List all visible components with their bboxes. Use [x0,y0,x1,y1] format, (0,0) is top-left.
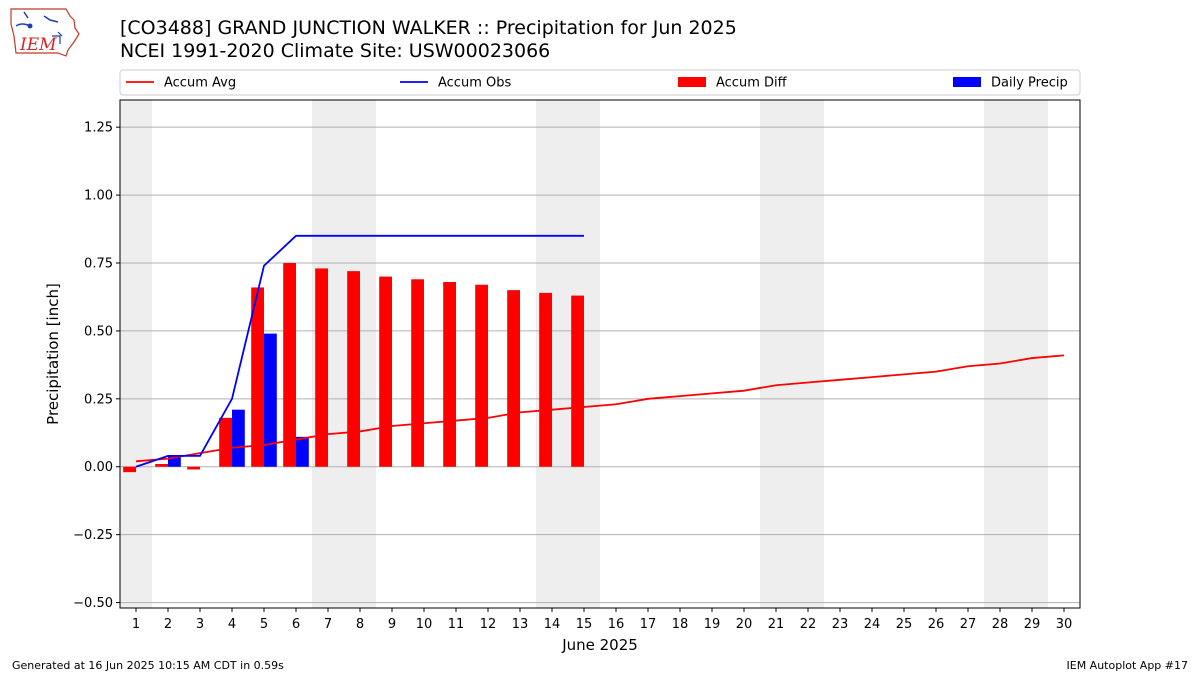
y-tick-label: −0.25 [73,528,113,543]
accum-diff-bar-9 [379,276,392,467]
daily-precip-bar-5 [264,333,277,467]
legend-label-daily-precip: Daily Precip [991,76,1068,91]
weekend-band-1 [120,100,152,608]
accum-diff-bar-7 [315,268,328,467]
daily-precip-bar-6 [296,436,309,467]
y-tick-label: −0.50 [73,596,113,611]
x-tick-label: 14 [544,617,561,632]
accum-diff-bar-8 [347,271,360,467]
y-axis-label: Precipitation [inch] [44,283,62,425]
x-tick-label: 29 [1024,617,1041,632]
legend-label-accum-diff: Accum Diff [716,76,788,91]
accum-diff-bar-11 [443,282,456,467]
legend: Accum Avg Accum Obs Accum Diff Daily Precip [119,69,1081,96]
x-axis-label: June 2025 [561,636,638,654]
y-tick-label: 0.00 [84,460,113,475]
accum-obs-line [135,234,584,468]
x-tick-label: 21 [768,617,785,632]
x-tick-label: 1 [132,617,140,632]
x-tick-label: 5 [260,617,268,632]
x-tick-label: 15 [576,617,593,632]
weekend-band-22 [792,100,824,608]
accum-avg-line [135,354,1065,463]
x-ticks: 1 2 3 4 5 6 7 8 9 10 11 12 13 14 15 16 17 18 19 20 21 22 23 24 2… [132,608,1072,632]
legend-label-accum-avg: Accum Avg [164,76,236,91]
accum-diff-bar-4 [219,417,232,467]
x-tick-label: 20 [736,617,753,632]
x-tick-label: 13 [512,617,529,632]
accum-diff-bar-1 [123,466,136,473]
accum-diff-bar-6 [283,262,296,467]
bars [123,262,584,473]
weekend-band-21 [760,100,792,608]
y-tick-label: 0.25 [84,392,113,407]
accum-diff-bar-3 [187,466,200,470]
x-tick-label: 25 [896,617,913,632]
x-tick-label: 17 [640,617,657,632]
x-tick-label: 16 [608,617,625,632]
accum-diff-bar-15 [571,295,584,467]
y-tick-label: 0.50 [84,324,113,339]
plot-frame [119,99,1081,609]
x-tick-label: 8 [356,617,364,632]
legend-swatch-accum-diff [678,77,706,87]
accum-diff-bar-14 [539,292,552,467]
x-tick-label: 3 [196,617,204,632]
legend-swatch-daily-precip [953,77,981,87]
x-tick-label: 19 [704,617,721,632]
x-tick-label: 7 [324,617,332,632]
accum-diff-bar-12 [475,284,488,467]
chart-title: [CO3488] GRAND JUNCTION WALKER :: Precip… [120,17,737,39]
x-tick-label: 28 [992,617,1009,632]
x-tick-label: 4 [228,617,236,632]
x-tick-label: 12 [480,617,497,632]
x-tick-label: 6 [292,617,300,632]
chart-subtitle: NCEI 1991-2020 Climate Site: USW00023066 [120,40,551,62]
accum-diff-bar-13 [507,290,520,467]
x-tick-label: 23 [832,617,849,632]
y-tick-label: 1.00 [84,189,113,204]
x-tick-label: 27 [960,617,977,632]
daily-precip-bar-2 [168,455,181,467]
y-gridlines [120,126,1080,604]
legend-label-accum-obs: Accum Obs [438,76,511,91]
generated-timestamp: Generated at 16 Jun 2025 10:15 AM CDT in… [12,659,284,672]
svg-text:IEM: IEM [19,35,57,55]
legend-frame [119,69,1081,96]
x-tick-label: 24 [864,617,881,632]
app-credit: IEM Autoplot App #17 [1066,659,1189,672]
x-tick-label: 18 [672,617,689,632]
accum-diff-bar-5 [251,287,264,467]
lines [135,234,1065,468]
x-tick-label: 10 [416,617,433,632]
y-ticks: −0.50 −0.25 0.00 0.25 0.50 0.75 1.00 1.25 [73,121,120,611]
x-tick-label: 2 [164,617,172,632]
daily-precip-bar-4 [232,409,245,467]
x-tick-label: 30 [1056,617,1073,632]
y-tick-label: 0.75 [84,256,113,271]
weekend-band-28 [984,100,1016,608]
iem-logo: IEM [8,6,80,62]
y-tick-label: 1.25 [84,121,113,136]
accum-diff-bar-10 [411,279,424,467]
x-tick-label: 26 [928,617,945,632]
x-tick-label: 22 [800,617,817,632]
accum-diff-bar-2 [155,464,168,467]
x-tick-label: 9 [388,617,396,632]
weekend-band-29 [1016,100,1048,608]
x-tick-label: 11 [448,617,465,632]
